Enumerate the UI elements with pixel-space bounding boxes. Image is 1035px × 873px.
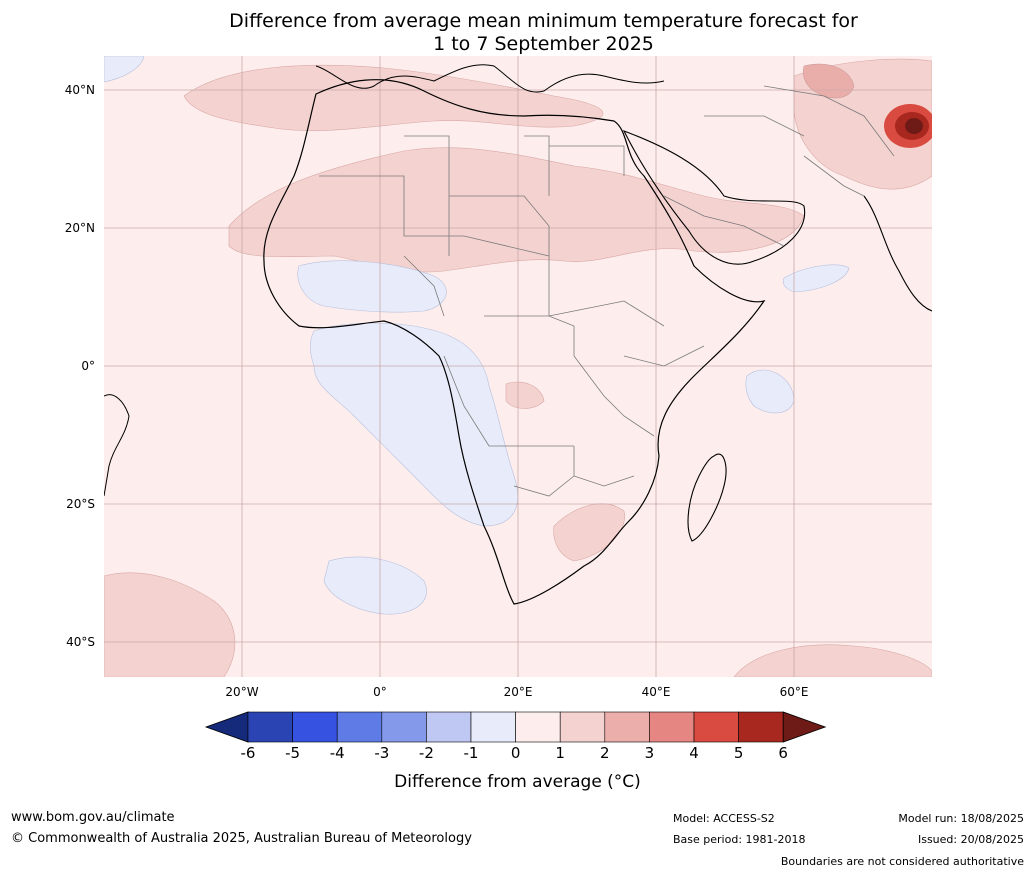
warm-zone-central-africa [505,381,545,409]
colorbar-label: Difference from average (°C) [394,772,641,792]
warm-zone-southwest-atlantic [104,572,236,677]
colorbar-segment [336,711,383,743]
colorbar [204,711,827,743]
colorbar-tick-label: -2 [418,744,434,762]
africa-coastline [263,79,766,605]
colorbar-segment [470,711,516,743]
colorbar-tick-label: -3 [374,744,390,762]
colorbar-tick-label: 1 [555,744,565,762]
warm-zone-southern-ocean [733,644,932,677]
colorbar-extend-low [204,711,249,743]
anomaly-map [104,56,932,677]
title-line-1: Difference from average mean minimum tem… [229,10,858,32]
south-america-coastline [104,394,130,497]
map-panel [104,56,932,677]
colorbar-segment [559,711,606,743]
title-line-2: 1 to 7 September 2025 [433,33,654,55]
cool-zone-arabian-sea [783,264,850,293]
warm-zone-south-africa [553,503,625,562]
colorbar-segment [693,711,739,743]
colorbar-tick-label: 3 [644,744,655,762]
lat-label-equator: 0° [81,359,95,373]
colorbar-segment [247,711,293,743]
footer-disclaimer: Boundaries are not considered authoritat… [780,855,1024,868]
lat-label-40n: 40°N [64,83,95,97]
colorbar-segment [292,711,338,743]
hotspot-core [905,118,923,134]
cool-zone-indian-ocean [745,369,795,414]
europe-coastline [315,64,665,93]
lat-label-20s: 20°S [66,497,95,511]
lon-label-20w: 20°W [225,685,259,699]
footer-model-run: Model run: 18/08/2025 [898,812,1024,825]
footer-copyright: © Commonwealth of Australia 2025, Austra… [11,831,472,846]
colorbar-segment [381,711,427,743]
warm-zone-iran [803,63,855,99]
footer-website: www.bom.gov.au/climate [11,810,175,825]
colorbar-segment [649,711,695,743]
colorbar-tick-label: 0 [510,744,521,762]
colorbar-tick-label: 5 [733,744,744,762]
colorbar-tick-label: 4 [689,744,699,762]
madagascar-coastline [687,453,727,542]
colorbar-tick-label: -4 [329,744,345,762]
colorbar-tick-label: -5 [285,744,301,762]
colorbar-tick-label: -6 [240,744,256,762]
cool-zone-north-atlantic [104,56,145,83]
lat-label-20n: 20°N [64,221,95,235]
lon-label-40e: 40°E [641,685,671,699]
country-borders [319,85,895,497]
footer-model: Model: ACCESS-S2 [673,812,775,825]
gridlines [104,56,932,677]
lon-label-0: 0° [373,685,387,699]
colorbar-extend-high [782,711,827,743]
colorbar-segment [515,711,561,743]
colorbar-tick-label: 6 [778,744,788,762]
colorbar-tick-label: 2 [600,744,610,762]
arabia-coastline [622,129,806,265]
footer-base-period: Base period: 1981-2018 [673,833,806,846]
colorbar-segment [604,711,650,743]
colorbar-segment [738,711,784,743]
india-coastline [863,195,932,312]
lon-label-20e: 20°E [503,685,533,699]
chart-title: Difference from average mean minimum tem… [0,10,1035,56]
footer-issued: Issued: 20/08/2025 [917,833,1024,846]
lat-label-40s: 40°S [66,635,95,649]
lon-label-60e: 60°E [779,685,809,699]
cool-zone-west-africa [297,260,447,313]
cool-zone-south-atlantic [323,556,427,615]
colorbar-segment [426,711,472,743]
cool-zone-gulf-of-guinea [309,322,518,527]
colorbar-tick-label: -1 [463,744,479,762]
